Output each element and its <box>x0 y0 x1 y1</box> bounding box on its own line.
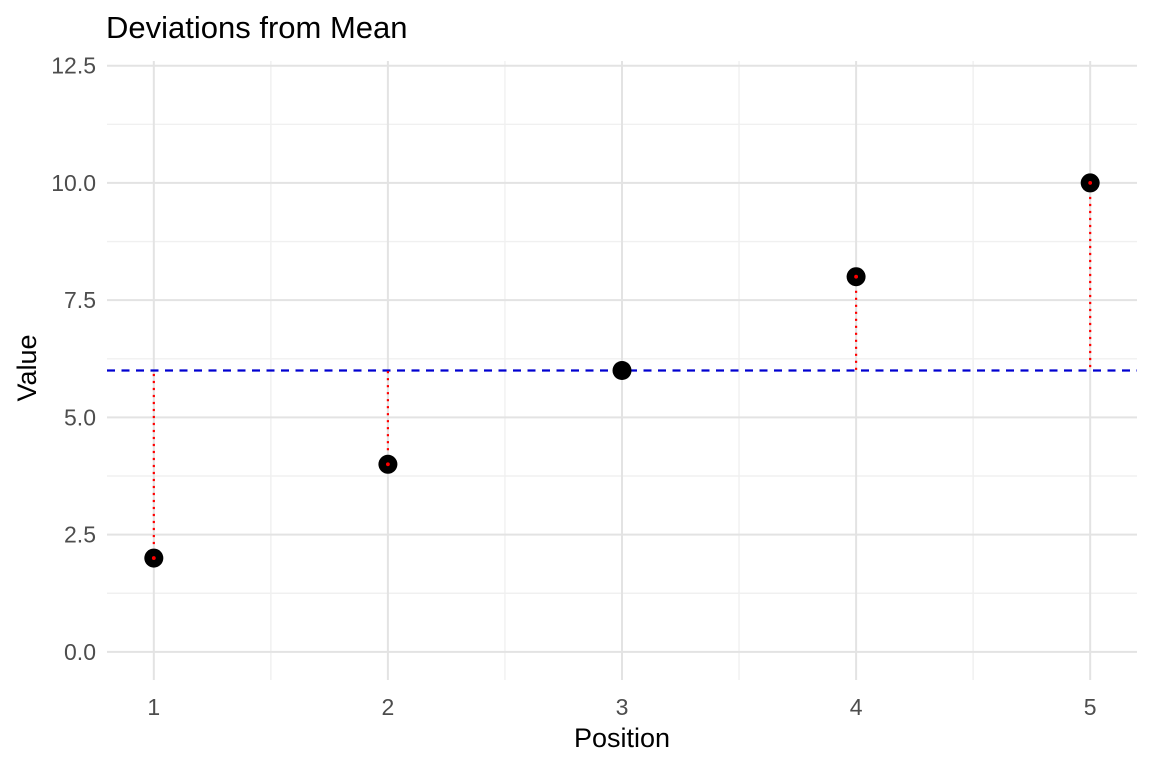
x-tick-label: 3 <box>616 694 629 720</box>
plot-title: Deviations from Mean <box>106 10 408 45</box>
x-tick-label: 4 <box>850 694 863 720</box>
data-points <box>144 173 1100 568</box>
y-axis-title: Value <box>12 334 42 401</box>
x-axis-tick-labels: 1 2 3 4 5 <box>147 694 1096 720</box>
y-tick-label: 2.5 <box>64 522 96 548</box>
y-tick-label: 12.5 <box>51 53 96 79</box>
y-tick-label: 7.5 <box>64 287 96 313</box>
data-point-center-dot <box>151 556 156 560</box>
x-tick-label: 2 <box>382 694 395 720</box>
y-tick-label: 5.0 <box>64 404 96 430</box>
deviation-segments <box>152 182 1092 559</box>
y-tick-label: 0.0 <box>64 639 96 665</box>
x-tick-label: 1 <box>147 694 160 720</box>
data-point <box>612 361 632 380</box>
data-point-center-dot <box>854 274 858 279</box>
data-point-center-dot <box>386 462 390 467</box>
data-point-center-dot <box>1088 181 1093 185</box>
x-axis-title: Position <box>574 723 670 753</box>
y-axis-tick-labels: 0.0 2.5 5.0 7.5 10.0 12.5 <box>51 53 96 665</box>
x-tick-label: 5 <box>1084 694 1097 720</box>
major-gridlines <box>107 61 1137 680</box>
y-tick-label: 10.0 <box>51 170 96 196</box>
